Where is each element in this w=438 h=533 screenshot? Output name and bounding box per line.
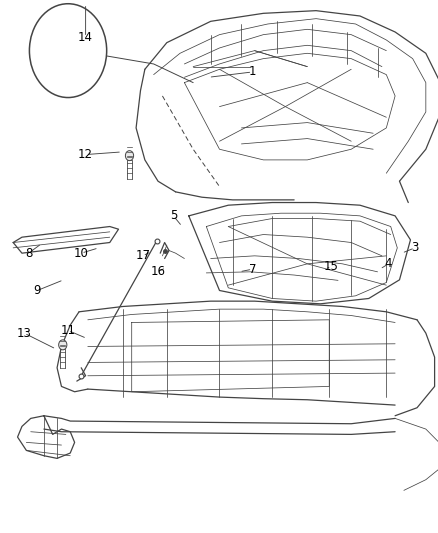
Text: 15: 15 — [323, 260, 338, 273]
Text: 16: 16 — [150, 265, 165, 278]
Text: 1: 1 — [248, 66, 256, 78]
Text: 11: 11 — [60, 324, 75, 337]
Text: 14: 14 — [78, 31, 93, 44]
Text: 8: 8 — [25, 247, 32, 260]
Circle shape — [59, 340, 67, 350]
Text: 13: 13 — [17, 327, 32, 340]
Circle shape — [29, 4, 106, 98]
Text: 9: 9 — [33, 284, 41, 297]
Text: 17: 17 — [135, 249, 150, 262]
Text: 12: 12 — [78, 148, 93, 161]
Text: 10: 10 — [74, 247, 88, 260]
Text: 3: 3 — [410, 241, 417, 254]
Text: 5: 5 — [170, 209, 177, 222]
Text: 7: 7 — [248, 263, 256, 276]
Text: 4: 4 — [384, 257, 392, 270]
Circle shape — [125, 151, 133, 160]
